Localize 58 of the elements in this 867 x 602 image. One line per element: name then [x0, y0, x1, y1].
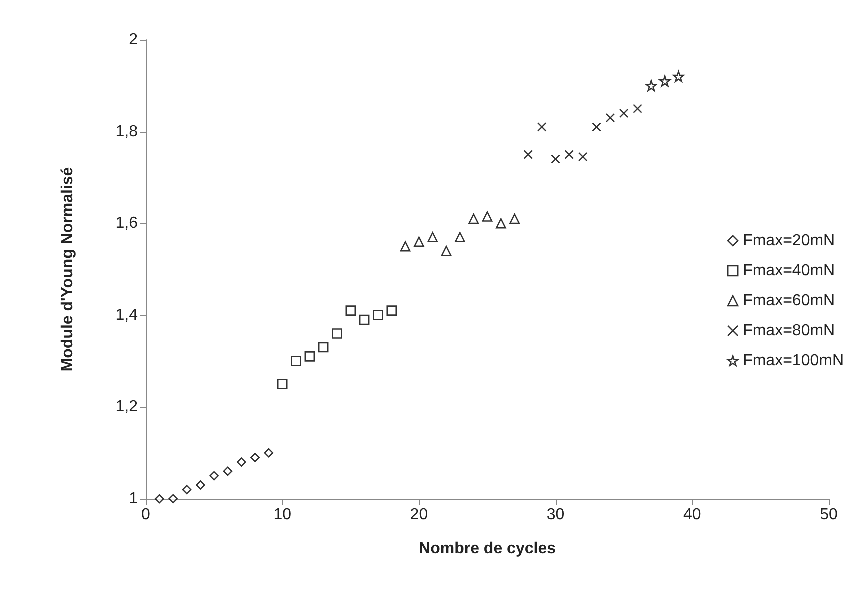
point — [318, 342, 329, 353]
point — [619, 108, 629, 118]
point — [428, 232, 438, 243]
point — [551, 154, 560, 164]
x-tick-label: 30 — [546, 506, 565, 524]
x-tick-label: 50 — [820, 506, 838, 524]
point — [304, 352, 316, 362]
point — [606, 113, 616, 123]
point — [210, 471, 219, 481]
y-tick-label: 2 — [129, 32, 138, 48]
point — [264, 448, 274, 458]
point — [359, 314, 370, 326]
point — [168, 494, 178, 504]
legend-label: Fmax=80mN — [743, 322, 836, 340]
point — [346, 306, 356, 316]
point — [578, 152, 588, 162]
point — [673, 71, 684, 82]
point — [277, 379, 288, 390]
y-tick-label: 1,6 — [116, 215, 138, 232]
point — [386, 306, 398, 316]
point — [496, 218, 506, 229]
legend-label: Fmax=100mN — [743, 352, 844, 370]
point — [441, 246, 452, 256]
y-axis-title: Module d'Young Normalisé — [60, 167, 76, 372]
point — [400, 241, 411, 252]
legend-label: Fmax=60mN — [743, 292, 836, 310]
point — [482, 212, 493, 222]
point — [236, 458, 246, 467]
point — [537, 122, 547, 132]
legend-label: Fmax=20mN — [743, 232, 836, 250]
point — [659, 76, 671, 87]
y-tick-label: 1,4 — [116, 306, 138, 324]
y-tick-label: 1,2 — [116, 398, 138, 416]
point — [468, 214, 479, 224]
y-tick-label: 1 — [129, 490, 138, 508]
x-tick-label: 10 — [274, 506, 292, 524]
legend-label: Fmax=40mN — [743, 262, 836, 280]
x-tick-label: 40 — [684, 506, 702, 524]
point — [291, 356, 302, 366]
point — [524, 150, 534, 160]
x-tick-label: 20 — [410, 506, 428, 524]
point — [564, 150, 574, 160]
point — [332, 328, 342, 339]
point — [414, 236, 424, 248]
point — [250, 453, 260, 462]
point — [510, 214, 520, 224]
point — [373, 310, 384, 321]
y-tick-label: 1,8 — [116, 123, 138, 140]
x-tick-label: 0 — [142, 506, 151, 524]
point — [455, 232, 466, 243]
point — [646, 80, 658, 92]
point — [155, 494, 164, 504]
point — [223, 466, 233, 476]
point — [633, 104, 642, 114]
point — [592, 122, 602, 132]
point — [196, 480, 206, 490]
x-axis-title: Nombre de cycles — [419, 540, 556, 558]
point — [182, 485, 192, 494]
